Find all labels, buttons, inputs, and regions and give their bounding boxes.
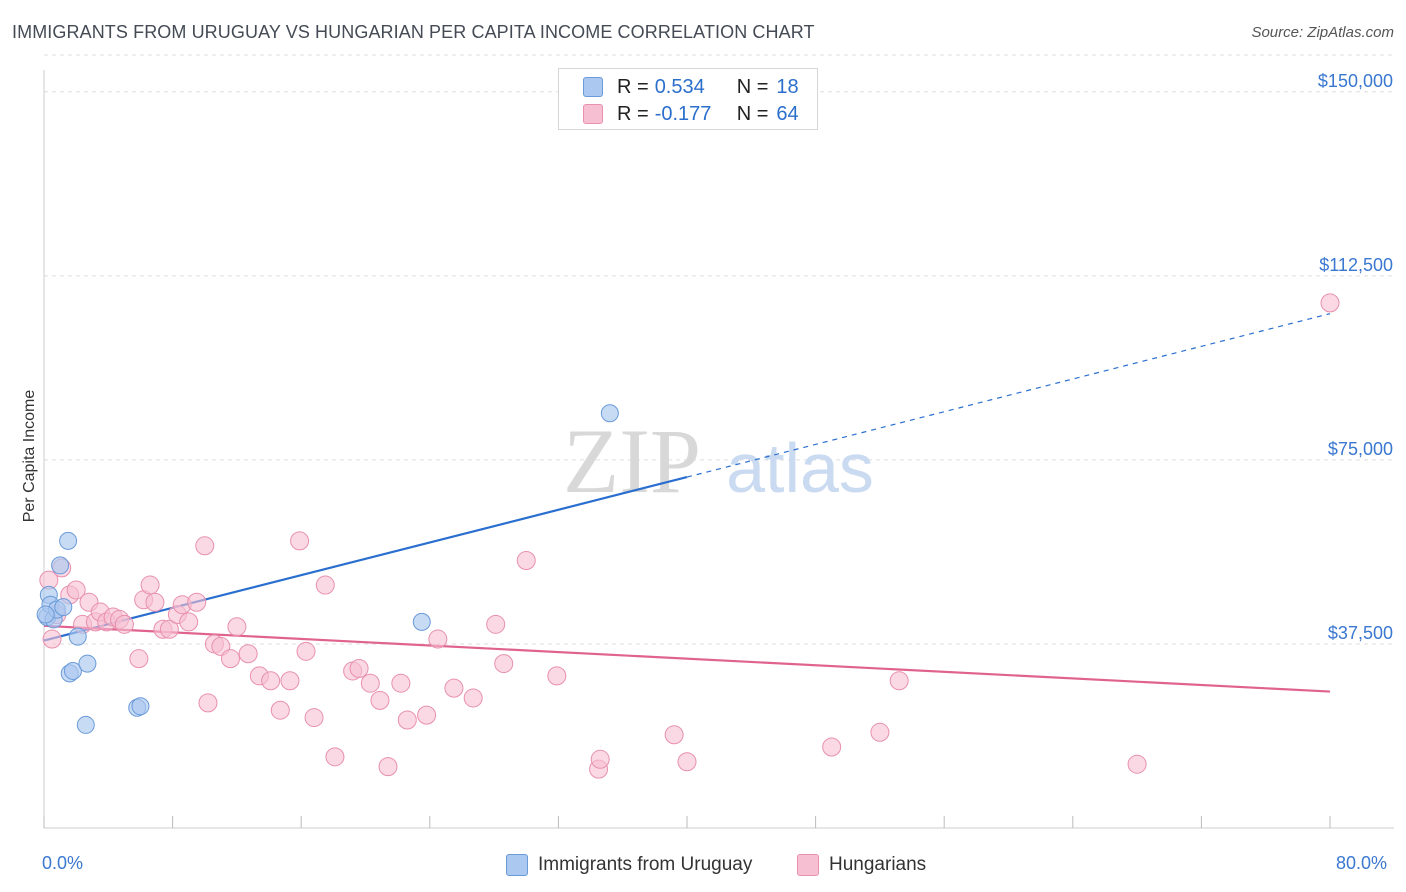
data-point-hungarians (349, 658, 369, 678)
legend-swatch-uruguay (583, 77, 603, 97)
data-point-hungarians (198, 693, 218, 713)
x-tick-label-min: 0.0% (42, 853, 84, 873)
data-point-hungarians (428, 629, 448, 649)
legend-row-uruguay: R = 0.534 N = 18 (583, 74, 799, 100)
data-point-uruguay (412, 612, 431, 631)
legend-swatch-hungarians (583, 104, 603, 124)
data-point-hungarians (590, 749, 610, 769)
y-tick-label: $37,500 (1327, 622, 1393, 643)
legend-row-hungarians: R = -0.177 N = 64 (583, 101, 799, 127)
data-point-hungarians (494, 654, 514, 674)
legend-n-label: N = (736, 75, 769, 98)
data-point-hungarians (516, 551, 536, 571)
bottom-legend-label-hungarians: Hungarians (829, 854, 927, 875)
data-point-hungarians (261, 671, 281, 691)
data-point-hungarians (280, 671, 300, 691)
legend-r-label: R = (617, 75, 649, 98)
chart-title: IMMIGRANTS FROM URUGUAY VS HUNGARIAN PER… (12, 22, 815, 42)
data-point-hungarians (179, 612, 199, 632)
data-point-hungarians (187, 592, 207, 612)
data-point-hungarians (486, 614, 506, 634)
bottom-legend-swatch-uruguay (506, 854, 528, 876)
data-point-hungarians (195, 536, 215, 556)
bottom-legend-uruguay: Immigrants from Uruguay (506, 852, 752, 878)
data-point-hungarians (370, 690, 390, 710)
data-point-uruguay (131, 697, 150, 716)
data-point-hungarians (677, 752, 697, 772)
data-point-hungarians (417, 705, 437, 725)
data-point-uruguay (54, 598, 73, 617)
legend-r-value: 0.534 (654, 75, 705, 98)
data-point-hungarians (140, 575, 160, 595)
data-point-hungarians (664, 725, 684, 745)
data-point-hungarians (325, 747, 345, 767)
data-point-hungarians (547, 666, 567, 686)
data-point-hungarians (304, 708, 324, 728)
legend-r-value: -0.177 (654, 102, 712, 125)
data-point-hungarians (145, 592, 165, 612)
y-tick-label: $150,000 (1317, 70, 1393, 91)
data-point-hungarians (444, 678, 464, 698)
data-point-uruguay (63, 661, 82, 680)
watermark-atlas: atlas (726, 429, 874, 507)
trend-line-uruguay (43, 476, 688, 642)
data-point-hungarians (66, 580, 86, 600)
data-point-hungarians (227, 617, 247, 637)
data-point-hungarians (822, 737, 842, 757)
data-point-hungarians (220, 649, 240, 669)
y-tick-label: $112,500 (1319, 254, 1393, 275)
x-tick-label-max: 80.0% (1336, 853, 1388, 873)
y-axis-label: Per Capita Income (21, 389, 38, 523)
data-point-uruguay (51, 556, 70, 575)
series-uruguay-points (36, 404, 619, 734)
data-point-hungarians (270, 700, 290, 720)
data-point-hungarians (290, 531, 310, 551)
data-point-hungarians (391, 673, 411, 693)
data-point-hungarians (1320, 293, 1340, 313)
data-point-uruguay (78, 654, 97, 673)
data-point-hungarians (889, 671, 909, 691)
data-point-hungarians (870, 722, 890, 742)
data-point-uruguay (600, 404, 619, 423)
trend-lines (43, 313, 1331, 693)
data-point-hungarians (360, 673, 380, 693)
data-point-hungarians (1127, 754, 1147, 774)
y-tick-label: $75,000 (1327, 438, 1393, 459)
data-point-uruguay (68, 627, 87, 646)
correlation-legend: R = 0.534 N = 18 R = -0.177 N = 64 (558, 68, 818, 130)
data-point-hungarians (114, 614, 134, 634)
data-point-hungarians (397, 710, 417, 730)
data-point-uruguay (76, 715, 95, 734)
series-hungarians-points (39, 293, 1340, 779)
source-label: Source: ZipAtlas.com (1251, 24, 1394, 41)
data-point-hungarians (378, 757, 398, 777)
data-point-hungarians (159, 619, 179, 639)
data-point-hungarians (463, 688, 483, 708)
axes (43, 70, 1394, 829)
watermark-zip: ZIP (563, 410, 701, 512)
legend-n-label: N = (736, 102, 769, 125)
data-point-hungarians (129, 649, 149, 669)
legend-r-label: R = (617, 102, 649, 125)
data-point-hungarians (315, 575, 335, 595)
trend-line-hungarians (43, 624, 1331, 693)
x-axis-ticks (43, 816, 1331, 828)
legend-n-value: 18 (776, 75, 799, 98)
data-point-hungarians (42, 629, 62, 649)
legend-n-value: 64 (776, 102, 799, 125)
bottom-legend-label-uruguay: Immigrants from Uruguay (538, 854, 753, 875)
bottom-legend-swatch-hungarians (797, 854, 819, 876)
trend-line-uruguay-projection (686, 313, 1331, 478)
data-point-hungarians (296, 641, 316, 661)
watermark: ZIP atlas (563, 410, 874, 512)
data-point-uruguay (59, 531, 78, 550)
data-point-uruguay (36, 605, 55, 624)
bottom-legend-hungarians: Hungarians (797, 852, 926, 878)
data-point-hungarians (238, 644, 258, 664)
grid-lines (44, 54, 1394, 645)
